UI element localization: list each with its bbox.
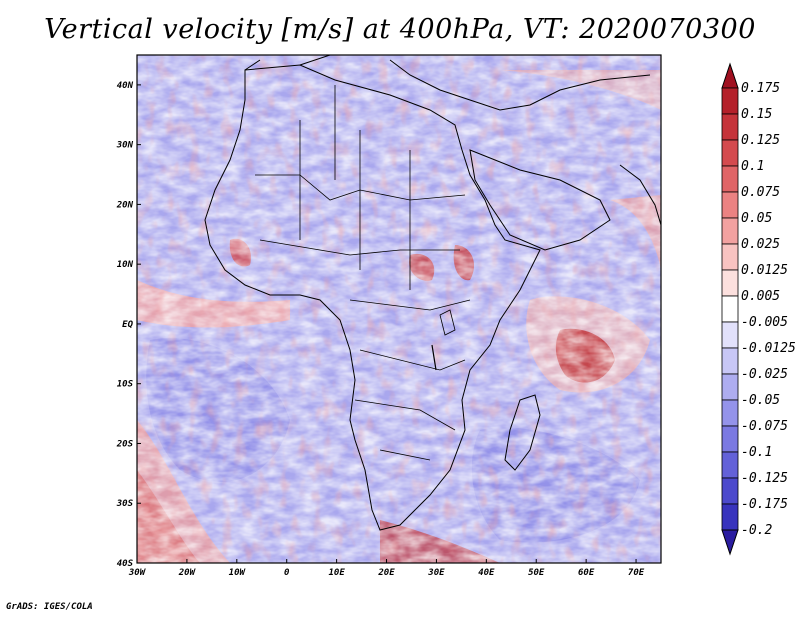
colorbar-swatch — [721, 477, 739, 505]
lat-tick-label: 30N — [116, 141, 134, 151]
lon-tick-label: 20E — [377, 568, 395, 578]
lon-tick-label: 30E — [427, 568, 445, 578]
velocity-field — [137, 55, 661, 563]
colorbar: 0.175 0.15 0.125 0.1 0.075 0.05 0.025 0.0125 0.0… — [721, 62, 796, 556]
colorbar-label: -0.075 — [741, 419, 788, 434]
lon-tick-label: 60E — [578, 568, 595, 578]
colorbar-label: 0.15 — [741, 107, 772, 122]
lon-tick-label: 50E — [528, 568, 545, 578]
colorbar-label: 0.125 — [741, 133, 780, 148]
coastlines — [204, 55, 661, 531]
map-title: Vertical velocity [m/s] at 400hPa, VT: 2… — [44, 14, 756, 45]
colorbar-swatch — [721, 451, 739, 479]
colorbar-swatch — [721, 191, 739, 219]
colorbar-swatch — [721, 87, 739, 115]
lon-tick-label: 40E — [478, 568, 495, 578]
colorbar-label: -0.0125 — [741, 341, 796, 356]
colorbar-label: -0.2 — [741, 523, 772, 538]
colorbar-label: 0.075 — [741, 185, 780, 200]
colorbar-swatch — [721, 295, 739, 323]
colorbar-label: -0.005 — [741, 315, 788, 330]
colorbar-swatch — [721, 347, 739, 375]
lon-tick-label: 30W — [128, 568, 147, 578]
colorbar-bottom-arrow — [721, 529, 739, 556]
colorbar-label: -0.125 — [741, 471, 788, 486]
colorbar-label: -0.05 — [741, 393, 780, 408]
colorbar-top-arrow — [721, 62, 739, 89]
colorbar-label: 0.0125 — [741, 263, 788, 278]
colorbar-swatch — [721, 165, 739, 193]
colorbar-label: 0.1 — [741, 159, 764, 174]
lat-tick-label: 20S — [116, 439, 134, 449]
plot-frame — [136, 54, 662, 564]
colorbar-swatch — [721, 321, 739, 349]
colorbar-label: 0.025 — [741, 237, 780, 252]
lat-tick-label: EQ — [122, 320, 133, 330]
colorbar-label: 0.005 — [741, 289, 780, 304]
lon-tick-label: 0 — [284, 568, 290, 578]
colorbar-swatch — [721, 503, 739, 531]
lat-tick-label: 30S — [116, 499, 134, 509]
lon-tick-label: 70E — [628, 568, 645, 578]
lon-tick-label: 10W — [229, 568, 247, 578]
lat-tick-label: 10N — [117, 260, 134, 270]
credit-text: GrADS: IGES/COLA — [6, 602, 93, 612]
lat-tick-label: 40S — [117, 559, 134, 569]
colorbar-label: -0.025 — [741, 367, 788, 382]
colorbar-swatch — [721, 425, 739, 453]
lat-tick-label: 40N — [117, 81, 134, 91]
colorbar-swatch — [721, 139, 739, 167]
lat-tick-label: 20N — [116, 200, 134, 210]
lon-tick-label: 20W — [178, 568, 197, 578]
colorbar-swatch — [721, 113, 739, 141]
longitude-axis: 30W 20W 10W 0 10E 20E 30E 40E 50E 60E 70E — [128, 559, 645, 578]
colorbar-swatch — [721, 243, 739, 271]
colorbar-swatch — [721, 373, 739, 401]
colorbar-label: -0.175 — [741, 497, 788, 512]
colorbar-swatch — [721, 399, 739, 427]
colorbar-label: 0.05 — [741, 211, 772, 226]
lat-tick-label: 10S — [117, 380, 134, 390]
colorbar-swatch — [721, 269, 739, 297]
lon-tick-label: 10E — [328, 568, 345, 578]
colorbar-swatch — [721, 217, 739, 245]
colorbar-label: 0.175 — [741, 81, 780, 96]
latitude-axis: 40N 30N 20N 10N EQ 10S 20S 30S 40S — [116, 81, 141, 569]
colorbar-label: -0.1 — [741, 445, 772, 460]
